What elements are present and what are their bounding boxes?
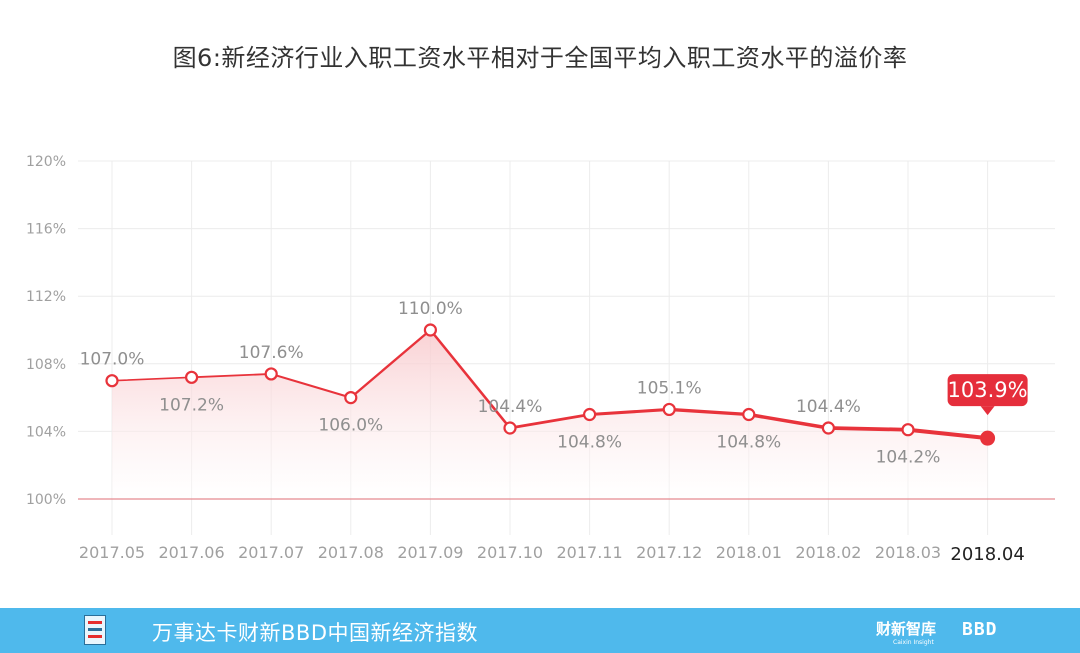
highlight-label-pointer [980,406,995,416]
y-tick-label: 112% [26,289,66,305]
data-point [901,423,915,437]
x-tick-label: 2017.09 [397,543,463,562]
x-tick-label: 2017.07 [238,543,304,562]
line-segment [111,376,193,382]
data-point [264,367,278,381]
data-label: 105.1% [637,378,702,398]
x-tick-label: 2018.02 [795,543,861,562]
data-point-highlight [980,430,996,446]
highlight-label-bg [947,374,1028,407]
data-label: 110.0% [398,299,463,319]
index-name: 万事达卡财新BBD中国新经济指数 [152,621,478,645]
data-point [503,421,517,435]
x-tick-label: 2017.05 [79,543,145,562]
data-label-highlight: 103.9% [948,378,1028,402]
line-segment [508,413,591,430]
series-line [111,328,990,441]
data-label: 107.6% [239,343,304,363]
data-label: 104.8% [557,433,622,453]
y-tick-label: 100% [26,492,66,508]
area-path [112,330,988,499]
data-points [105,323,996,446]
data-label: 107.2% [159,395,224,415]
data-label: 107.0% [80,350,145,370]
data-point [742,407,756,422]
data-point [582,407,597,422]
line-segment [747,412,831,430]
axes: 100% 104% 108% 112% 116% 120% 2017.05 2017.06 20… [26,154,1055,565]
data-point [662,402,676,417]
x-tick-label: 2018.04 [950,544,1024,565]
nei-logo-icon [84,615,106,645]
data-point [105,374,119,388]
line-segment [190,373,273,379]
chart-title: 图6:新经济行业入职工资水平相对于全国平均入职工资水平的溢价率 [172,44,908,72]
data-labels: 107.0% 107.2% 107.6% 106.0% 110.0% 104.4% 104.… [80,299,1028,468]
line-segment [588,407,671,417]
bbd-logo: BBD [962,619,998,640]
data-point [423,323,437,337]
y-tick-label: 120% [26,154,66,170]
line-segment [270,372,352,399]
y-tick-label: 104% [26,424,66,440]
line-segment [429,328,512,430]
line-segment [826,426,910,432]
line-segment [349,328,432,399]
x-tick-label: 2018.03 [875,543,941,562]
x-tick-label: 2017.10 [477,543,543,562]
data-label: 104.4% [796,397,861,417]
line-chart: 107.0% 107.2% 107.6% 106.0% 110.0% 104.4% 104.… [26,154,1055,565]
data-point [821,421,836,435]
data-label: 104.8% [716,433,781,453]
caixin-insight-logo: 财新智库 [876,620,937,638]
footer-bar: 万事达卡财新BBD中国新经济指数 财新智库 Caixin Insight BBD [0,608,1080,653]
y-tick-label: 116% [26,222,66,238]
area-fill [112,330,988,499]
line-segment [906,427,990,441]
x-tick-label: 2017.12 [636,543,702,562]
x-tick-label: 2017.08 [318,543,384,562]
y-tick-label: 108% [26,357,66,373]
data-point [344,391,358,405]
data-label: 104.4% [478,397,543,417]
data-label: 104.2% [876,448,941,468]
x-tick-label: 2017.11 [557,543,623,562]
data-label: 106.0% [318,416,383,436]
data-point [185,370,199,384]
line-segment [667,407,751,417]
caixin-insight-sub: Caixin Insight [893,639,934,646]
x-tick-label: 2018.01 [716,543,782,562]
x-tick-label: 2017.06 [159,543,225,562]
